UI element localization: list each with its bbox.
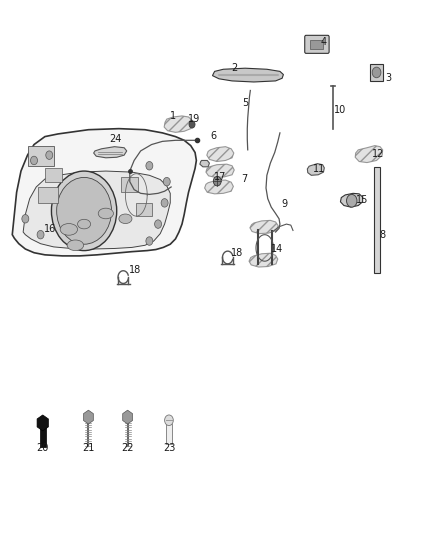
Bar — [311, 39, 323, 49]
Ellipse shape — [119, 214, 132, 223]
Text: 18: 18 — [231, 248, 244, 259]
Polygon shape — [123, 410, 133, 424]
Text: 5: 5 — [242, 98, 248, 108]
Circle shape — [51, 171, 117, 251]
Circle shape — [146, 237, 153, 245]
Bar — [136, 203, 152, 216]
Text: 1: 1 — [170, 111, 177, 122]
Circle shape — [46, 151, 53, 159]
Polygon shape — [37, 415, 48, 431]
Polygon shape — [94, 147, 127, 158]
Circle shape — [31, 156, 38, 165]
Text: 11: 11 — [313, 165, 325, 174]
Text: 24: 24 — [109, 134, 122, 144]
Polygon shape — [84, 410, 93, 424]
Polygon shape — [307, 164, 324, 175]
Polygon shape — [355, 146, 383, 163]
Text: 7: 7 — [241, 174, 247, 184]
Text: 4: 4 — [320, 37, 326, 47]
Circle shape — [37, 230, 44, 239]
Bar — [374, 167, 380, 273]
Circle shape — [57, 177, 112, 244]
Bar — [28, 146, 53, 166]
Circle shape — [165, 415, 173, 425]
Text: 17: 17 — [214, 172, 226, 182]
Bar — [166, 424, 172, 444]
Circle shape — [161, 199, 168, 207]
Polygon shape — [340, 193, 363, 207]
Circle shape — [22, 215, 29, 223]
Text: 19: 19 — [188, 114, 200, 124]
Polygon shape — [249, 253, 278, 267]
Ellipse shape — [78, 219, 91, 229]
Polygon shape — [212, 68, 283, 82]
Bar — [45, 168, 62, 182]
Text: 15: 15 — [357, 195, 369, 205]
Ellipse shape — [67, 240, 84, 251]
Circle shape — [155, 220, 162, 228]
Polygon shape — [12, 128, 196, 256]
Circle shape — [189, 120, 195, 128]
Ellipse shape — [98, 208, 113, 219]
Text: 12: 12 — [372, 149, 385, 158]
Bar — [39, 187, 58, 203]
Polygon shape — [205, 180, 233, 194]
Text: 20: 20 — [36, 443, 49, 453]
Text: 22: 22 — [121, 443, 134, 453]
Bar — [371, 64, 383, 81]
Text: 18: 18 — [129, 265, 141, 275]
Ellipse shape — [60, 223, 78, 235]
Circle shape — [146, 161, 153, 170]
Text: 9: 9 — [281, 199, 287, 209]
Polygon shape — [164, 116, 193, 132]
Text: 2: 2 — [231, 63, 237, 73]
Text: 23: 23 — [163, 443, 175, 453]
Text: 10: 10 — [334, 105, 346, 115]
Polygon shape — [206, 164, 234, 177]
Text: 6: 6 — [210, 131, 216, 141]
Text: 8: 8 — [379, 230, 385, 240]
Circle shape — [372, 67, 381, 78]
Polygon shape — [200, 160, 209, 167]
Text: 3: 3 — [386, 72, 392, 83]
Circle shape — [163, 177, 170, 186]
Circle shape — [346, 195, 357, 207]
Bar — [40, 425, 46, 447]
Polygon shape — [207, 147, 234, 161]
Polygon shape — [250, 220, 278, 233]
Text: 21: 21 — [82, 443, 95, 453]
Polygon shape — [23, 171, 170, 249]
Text: 14: 14 — [271, 244, 283, 254]
FancyBboxPatch shape — [305, 35, 329, 53]
Text: 16: 16 — [44, 224, 57, 235]
Bar — [121, 177, 138, 192]
Circle shape — [213, 176, 221, 186]
